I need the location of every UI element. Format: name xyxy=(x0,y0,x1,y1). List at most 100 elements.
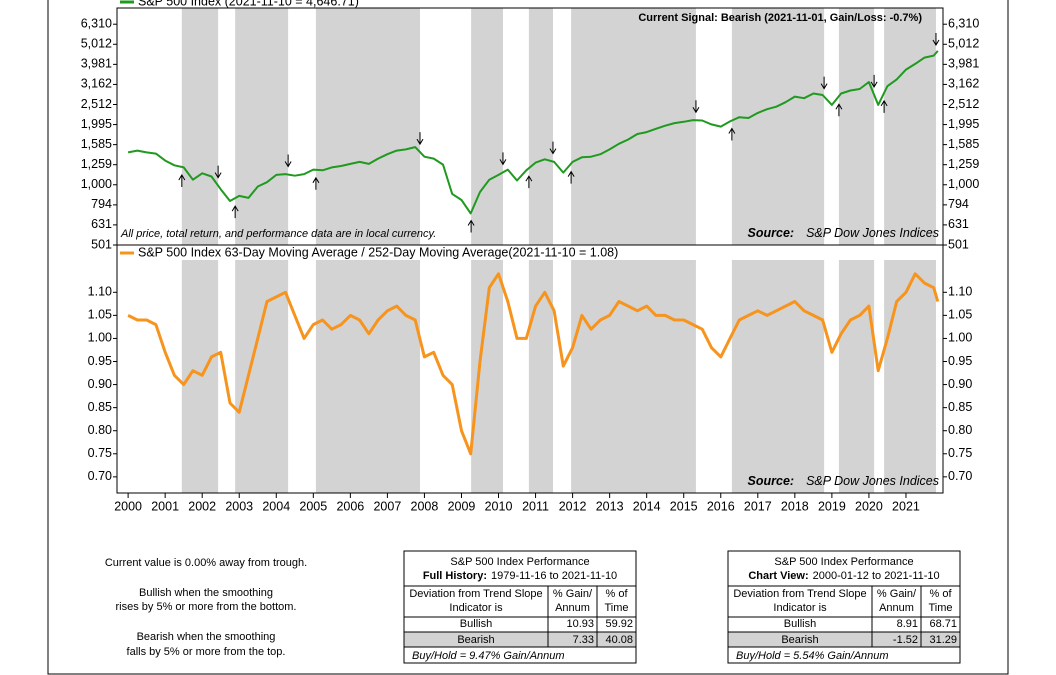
x-tick-label: 2002 xyxy=(188,499,216,513)
table-frame xyxy=(727,550,961,664)
note-line: Current value is 0.00% away from trough. xyxy=(105,557,307,569)
y-tick-label: 0.75 xyxy=(88,446,112,460)
buy-arrow xyxy=(880,99,888,113)
buy-arrow xyxy=(728,127,736,141)
y-tick-label: 1.00 xyxy=(88,331,112,345)
sell-arrow xyxy=(499,152,507,166)
view-range: 1979-11-16 to 2021-11-10 xyxy=(491,570,617,582)
series-line xyxy=(127,272,940,456)
y-tick-label: 0.70 xyxy=(88,469,112,483)
x-tick-label: 2013 xyxy=(596,499,624,513)
y-tick-label: 5,012 xyxy=(81,37,112,51)
table-cell: 10.93 xyxy=(566,618,594,630)
panel-frame xyxy=(116,244,944,494)
y-tick-label: 1.10 xyxy=(948,285,972,299)
y-tick-label: 1.05 xyxy=(88,308,112,322)
source-text: Source: S&P Dow Jones Indices xyxy=(748,474,939,488)
table-cell: 7.33 xyxy=(573,634,594,646)
y-tick-label: 3,162 xyxy=(81,77,112,91)
note-line: Bullish when the smoothing xyxy=(139,587,273,599)
sell-arrow xyxy=(692,100,700,114)
shaded-period xyxy=(884,8,936,245)
source-name: S&P Dow Jones Indices xyxy=(806,226,939,240)
y-tick-label: 0.80 xyxy=(88,423,112,437)
y-tick-label: 1,000 xyxy=(948,177,979,191)
source-label: Source: xyxy=(748,474,795,488)
buy-arrow xyxy=(835,103,843,117)
x-tick-label: 2014 xyxy=(633,499,661,513)
buy-arrow xyxy=(178,174,186,188)
x-tick-label: 2015 xyxy=(670,499,698,513)
x-tick-label: 2021 xyxy=(892,499,920,513)
shaded-period xyxy=(315,8,420,245)
y-tick-label: 1,585 xyxy=(948,137,979,151)
table-header: % of xyxy=(929,588,952,600)
sell-arrow xyxy=(932,33,940,47)
view-label: Full History: xyxy=(423,570,487,582)
y-tick-label: 0.95 xyxy=(88,354,112,368)
sell-arrow xyxy=(416,132,424,146)
y-tick-label: 501 xyxy=(91,237,112,251)
buy-arrow xyxy=(231,205,239,219)
note-text: All price, total return, and performance… xyxy=(120,228,436,240)
y-tick-label: 3,162 xyxy=(948,77,979,91)
table-cell: Bullish xyxy=(784,618,816,630)
x-tick-label: 2009 xyxy=(448,499,476,513)
shaded-period xyxy=(571,260,696,493)
series-line xyxy=(127,50,939,215)
table-header: Indicator is xyxy=(773,602,827,614)
table-footer: Buy/Hold = 5.54% Gain/Annum xyxy=(736,650,889,662)
note-line: Bearish when the smoothing xyxy=(137,631,276,643)
shaded-period xyxy=(528,260,553,493)
sell-arrow xyxy=(214,165,222,179)
y-tick-label: 2,512 xyxy=(81,97,112,111)
legend-label: S&P 500 Index 63-Day Moving Average / 25… xyxy=(138,245,618,259)
x-tick-label: 2000 xyxy=(114,499,142,513)
y-tick-label: 794 xyxy=(91,197,112,211)
table-header: % Gain/ xyxy=(877,588,917,600)
table-cell: 68.71 xyxy=(929,618,957,630)
buy-arrow xyxy=(525,175,533,189)
sell-arrow xyxy=(284,154,292,168)
x-tick-label: 2003 xyxy=(225,499,253,513)
view-label: Chart View: xyxy=(748,570,808,582)
x-tick-label: 2004 xyxy=(262,499,290,513)
y-tick-label: 6,310 xyxy=(948,17,979,31)
table-cell: Bearish xyxy=(781,634,818,646)
table-cell: -1.52 xyxy=(893,634,918,646)
y-tick-label: 1,585 xyxy=(81,137,112,151)
x-tick-label: 2018 xyxy=(781,499,809,513)
x-tick-label: 2011 xyxy=(522,499,549,513)
buy-arrow xyxy=(567,170,575,184)
table-shade xyxy=(404,632,636,647)
table-shade xyxy=(728,632,960,647)
x-tick-label: 2001 xyxy=(151,499,179,513)
page-frame xyxy=(47,0,1009,675)
legend-label: S&P 500 Index (2021-11-10 = 4,646.71) xyxy=(138,0,359,8)
sell-arrow xyxy=(820,76,828,90)
y-tick-label: 1,259 xyxy=(81,157,112,171)
source-label: Source: xyxy=(748,226,795,240)
signal-text: Current Signal: Bearish (2021-11-01, Gai… xyxy=(638,12,922,24)
note-line: rises by 5% or more from the bottom. xyxy=(116,601,297,613)
y-tick-label: 0.90 xyxy=(88,377,112,391)
y-tick-label: 631 xyxy=(948,217,969,231)
table-frame xyxy=(403,550,637,664)
y-tick-label: 1,995 xyxy=(81,117,112,131)
table-title: S&P 500 Index Performance xyxy=(450,556,589,568)
x-tick-label: 2019 xyxy=(818,499,846,513)
source-name: S&P Dow Jones Indices xyxy=(806,474,939,488)
table-header: Time xyxy=(928,602,952,614)
shaded-period xyxy=(235,260,289,493)
table-cell: 8.91 xyxy=(897,618,918,630)
x-tick-label: 2020 xyxy=(855,499,883,513)
y-tick-label: 3,981 xyxy=(81,57,112,71)
shaded-period xyxy=(528,8,553,245)
table-header: Time xyxy=(604,602,628,614)
y-tick-label: 0.95 xyxy=(948,354,972,368)
table-header: % of xyxy=(605,588,628,600)
shaded-period xyxy=(181,8,219,245)
y-tick-label: 631 xyxy=(91,217,112,231)
shaded-period xyxy=(731,260,825,493)
y-tick-label: 501 xyxy=(948,237,969,251)
